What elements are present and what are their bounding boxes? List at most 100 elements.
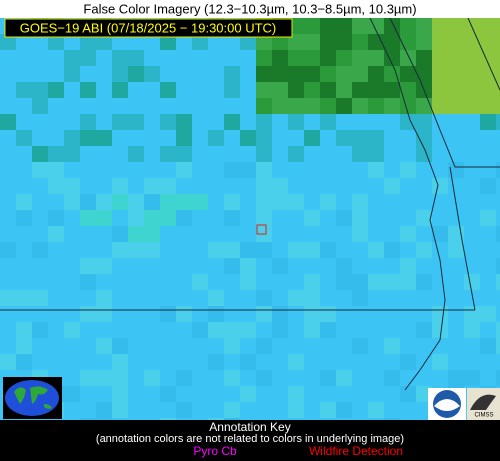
pixel-block [16,338,32,354]
pixel-block [352,50,368,66]
pixel-block [368,274,384,290]
pixel-block [208,418,224,420]
pixel-block [64,178,80,194]
pixel-block [480,34,496,50]
pixel-block [224,66,240,82]
pixel-block [384,274,400,290]
pixel-block [32,82,48,98]
pixel-block [112,50,128,66]
pixel-block [208,242,224,258]
pixel-block [448,162,464,178]
annotation-panel [0,420,500,461]
pixel-block [208,322,224,338]
pixel-block [496,34,500,50]
pixel-block [96,130,112,146]
pixel-block [416,114,432,130]
pixel-block [96,338,112,354]
pixel-block [144,370,160,386]
pixel-block [256,114,272,130]
pixel-block [192,274,208,290]
pixel-block [240,386,256,402]
pixel-block [416,210,432,226]
pixel-block [304,18,320,34]
pixel-block [80,418,96,420]
pixel-block [112,82,128,98]
pixel-block [320,370,336,386]
pixel-block [96,418,112,420]
pixel-block [128,226,144,242]
pixel-block [288,194,304,210]
pixel-block [32,242,48,258]
pixel-block [480,306,496,322]
pixel-block [144,194,160,210]
pixel-block [64,322,80,338]
pixel-block [320,66,336,82]
pixel-block [336,370,352,386]
pixel-block [272,322,288,338]
pixel-block [256,146,272,162]
pixel-block [464,98,480,114]
pixel-block [112,370,128,386]
pixel-block [336,34,352,50]
pixel-block [16,322,32,338]
border-line [449,166,476,311]
pixel-block [224,258,240,274]
pixel-block [224,194,240,210]
pixel-block [368,66,384,82]
pixel-block [288,50,304,66]
pixel-block [288,242,304,258]
pixel-block [336,50,352,66]
pixel-block [272,178,288,194]
pixel-block [208,130,224,146]
pixel-block [144,178,160,194]
pixel-block [352,82,368,98]
pixel-block [112,402,128,418]
pixel-block [400,98,416,114]
pixel-block [16,354,32,370]
pixel-block [448,98,464,114]
pixel-block [352,194,368,210]
pixel-block [496,50,500,66]
pixel-block [288,290,304,306]
pixel-block [304,242,320,258]
pixel-block [432,98,448,114]
pixel-block [176,114,192,130]
pixel-block [112,226,128,242]
pixel-block [80,194,96,210]
pixel-block [64,130,80,146]
pixel-block [368,162,384,178]
pixel-block [96,306,112,322]
pixel-block [96,194,112,210]
pixel-block [432,34,448,50]
pixel-block [432,178,448,194]
pixel-block [416,242,432,258]
pixel-block [64,50,80,66]
pixel-block [368,242,384,258]
pixel-block [384,178,400,194]
title-bar [0,0,500,18]
pixel-block [48,34,64,50]
pixel-block [48,178,64,194]
pixel-block [96,34,112,50]
pixel-block [272,66,288,82]
pixel-block [336,98,352,114]
pixel-block [480,114,496,130]
pixel-block [336,130,352,146]
pixel-block [416,50,432,66]
pixel-block [416,98,432,114]
pixel-block [368,98,384,114]
pixel-block [112,66,128,82]
pixel-block [400,386,416,402]
pixel-block [112,386,128,402]
pixel-block [496,370,500,386]
pixel-block [480,210,496,226]
pixel-block [304,290,320,306]
pixel-block [320,50,336,66]
pixel-block [448,370,464,386]
pixel-block [336,274,352,290]
pixel-block [464,306,480,322]
pixel-block [288,82,304,98]
pixel-block [240,162,256,178]
pixel-block [480,82,496,98]
pixel-block [400,82,416,98]
